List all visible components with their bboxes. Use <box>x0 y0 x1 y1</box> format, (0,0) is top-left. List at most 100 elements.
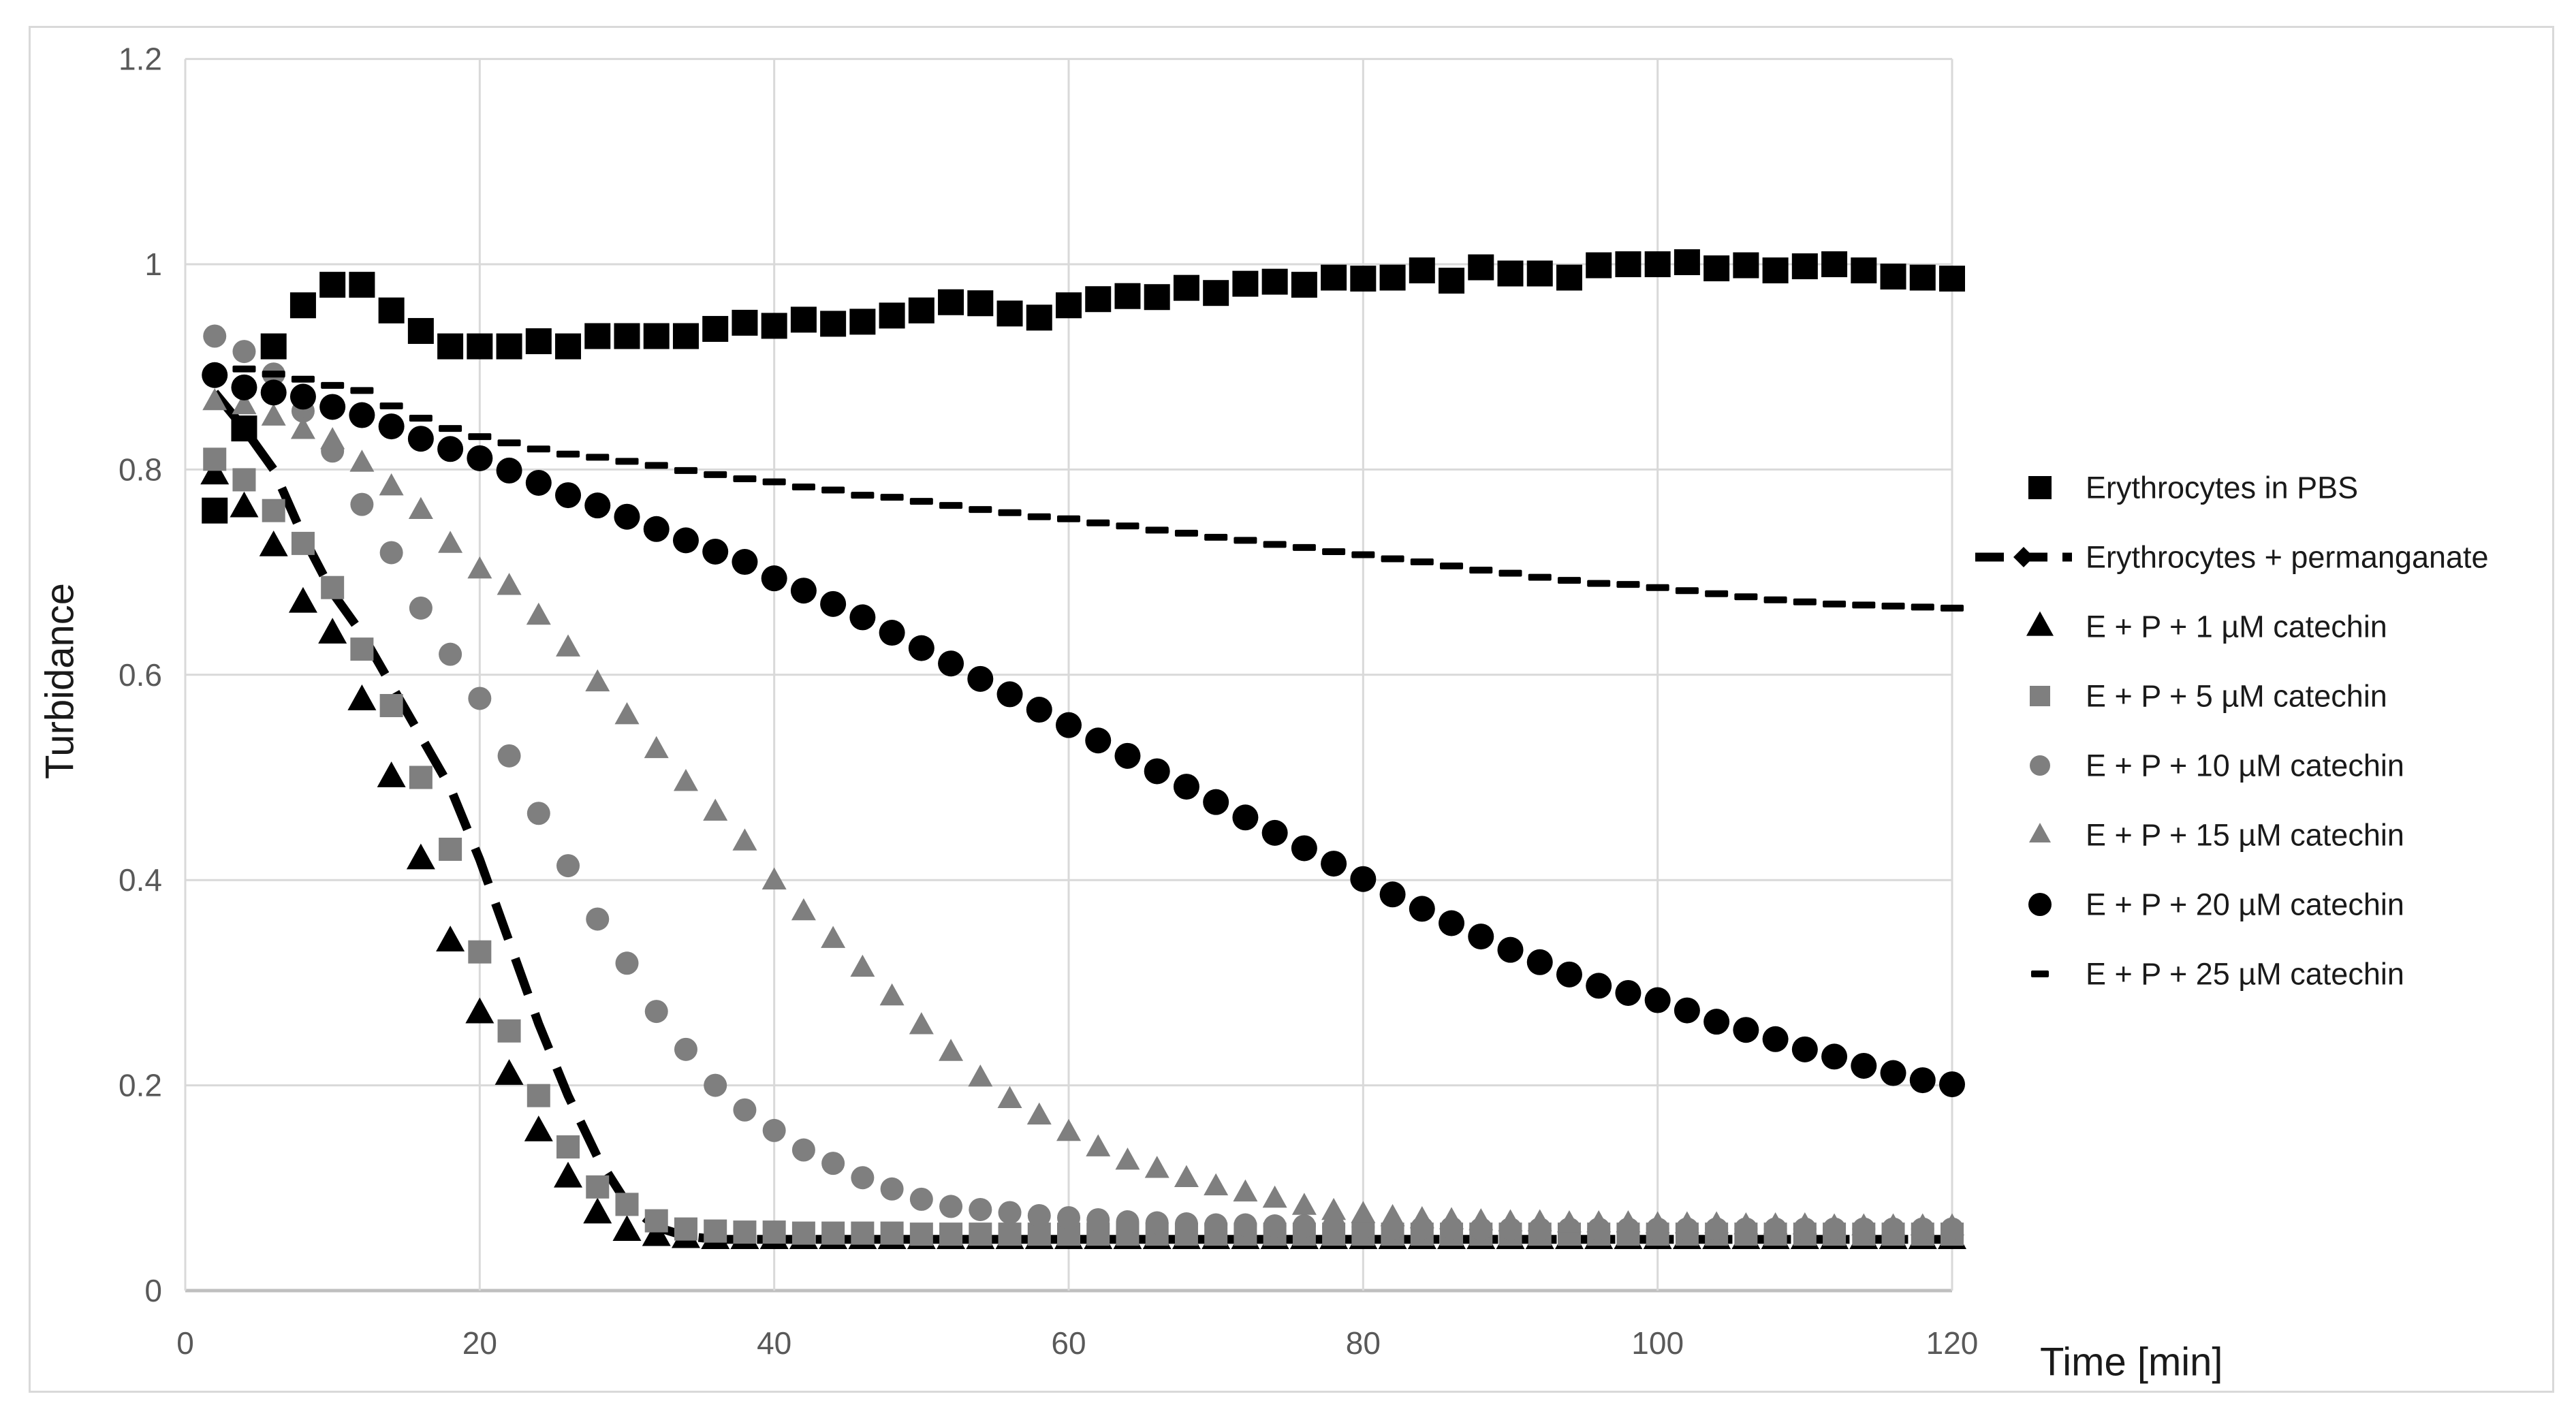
data-point-square <box>349 272 375 298</box>
data-point-triangle <box>1086 1134 1111 1156</box>
data-point-circle <box>1644 987 1671 1013</box>
data-point-triangle <box>997 1086 1022 1109</box>
data-point-square <box>791 1221 815 1245</box>
data-point-triangle <box>1881 1213 1906 1235</box>
data-point-square <box>321 575 345 599</box>
data-point-triangle <box>1822 1213 1847 1235</box>
legend-marker-circle-icon <box>2030 755 2050 776</box>
data-point-dash <box>1381 555 1404 563</box>
data-point-triangle <box>465 997 494 1024</box>
data-point-triangle <box>494 1059 524 1085</box>
data-point-circle <box>379 541 403 565</box>
data-point-dash <box>1469 567 1493 574</box>
x-tick-label: 40 <box>757 1325 791 1361</box>
data-point-triangle <box>879 983 905 1006</box>
data-point-circle <box>733 1098 757 1122</box>
data-point-circle <box>1821 1043 1848 1070</box>
data-point-square <box>1703 255 1730 282</box>
data-point-triangle <box>1115 1148 1140 1170</box>
data-point-square <box>1291 272 1317 298</box>
data-point-square <box>1439 268 1465 294</box>
data-point-triangle <box>1792 1212 1817 1235</box>
data-point-dash <box>1498 569 1522 577</box>
data-point-square <box>939 1222 963 1246</box>
data-point-triangle <box>1851 1213 1876 1235</box>
data-point-circle <box>527 802 550 825</box>
data-point-circle <box>260 379 287 406</box>
y-axis-title: Turbidance <box>38 583 82 779</box>
data-point-triangle <box>1498 1209 1523 1231</box>
data-point-circle <box>643 516 670 542</box>
data-point-circle <box>468 687 492 710</box>
data-point-circle <box>820 590 847 617</box>
data-point-dash <box>291 375 315 383</box>
data-point-triangle <box>1056 1118 1081 1141</box>
data-point-square <box>1586 252 1612 279</box>
data-point-triangle <box>1704 1211 1729 1233</box>
data-point-triangle <box>524 1115 553 1141</box>
data-point-triangle <box>791 898 816 921</box>
data-point-square <box>938 289 964 315</box>
legend-item-3: E + P + 5 µM catechin <box>2030 679 2387 714</box>
data-point-circle <box>586 907 610 931</box>
data-point-triangle <box>1291 1193 1317 1215</box>
x-tick-label: 20 <box>462 1325 497 1361</box>
data-point-circle <box>289 383 316 410</box>
data-point-circle <box>1468 924 1494 950</box>
data-point-dash <box>586 454 610 461</box>
legend-marker-triangle-icon <box>2026 611 2054 636</box>
x-axis-tick-labels: 0 20 40 60 80 100 120 <box>176 1325 1978 1361</box>
data-point-dash <box>379 402 403 409</box>
data-point-square <box>439 837 462 861</box>
data-point-square <box>525 328 552 355</box>
data-point-dash <box>733 475 757 482</box>
data-point-circle <box>1263 1214 1287 1238</box>
legend-marker-diamond-icon <box>2013 547 2034 567</box>
data-point-triangle <box>349 449 375 472</box>
data-point-triangle <box>1616 1210 1641 1233</box>
data-point-circle <box>1409 896 1435 922</box>
data-point-circle <box>231 374 257 400</box>
data-point-triangle <box>1204 1173 1229 1196</box>
dashed-line <box>211 390 1952 1244</box>
legend-label: E + P + 25 µM catechin <box>2086 957 2404 992</box>
data-point-square <box>702 315 729 342</box>
data-point-square <box>497 1019 521 1043</box>
data-point-square <box>1733 252 1759 279</box>
data-point-circle <box>614 503 640 530</box>
y-tick-label: 0 <box>144 1273 162 1308</box>
legend-item-1: Erythrocytes + permanganate <box>1975 540 2489 575</box>
data-point-square <box>586 1175 610 1199</box>
series-e-p-20-m-catechin <box>202 362 1965 1098</box>
data-point-triangle <box>202 388 227 411</box>
data-point-dash <box>321 381 345 389</box>
data-point-triangle <box>583 1197 612 1224</box>
data-point-circle <box>1085 727 1112 754</box>
legend-label: Erythrocytes in PBS <box>2086 471 2358 505</box>
data-point-circle <box>1556 961 1582 988</box>
data-point-triangle <box>1174 1165 1199 1188</box>
data-point-triangle <box>1026 1102 1052 1125</box>
data-point-triangle <box>556 634 581 657</box>
data-point-triangle <box>644 736 669 759</box>
data-point-circle <box>879 620 905 646</box>
data-point-circle <box>203 324 227 348</box>
data-point-circle <box>1350 866 1377 892</box>
data-point-square <box>996 300 1023 327</box>
data-point-triangle <box>230 491 259 518</box>
series-e-p-5-m-catechin <box>203 447 1964 1246</box>
y-tick-label: 0.2 <box>119 1068 162 1103</box>
data-point-circle <box>1497 936 1524 963</box>
data-point-square <box>1350 266 1377 292</box>
data-point-triangle <box>1409 1205 1434 1229</box>
data-point-circle <box>1086 1208 1110 1232</box>
data-point-dash <box>1292 543 1316 551</box>
legend-label: E + P + 20 µM catechin <box>2086 887 2404 922</box>
data-point-square <box>467 333 493 360</box>
data-point-square <box>1144 284 1170 311</box>
data-point-square <box>407 317 434 344</box>
legend-item-4: E + P + 10 µM catechin <box>2030 748 2404 783</box>
data-point-circle <box>790 578 817 604</box>
data-point-square <box>1203 280 1229 306</box>
data-point-square <box>674 1217 697 1241</box>
